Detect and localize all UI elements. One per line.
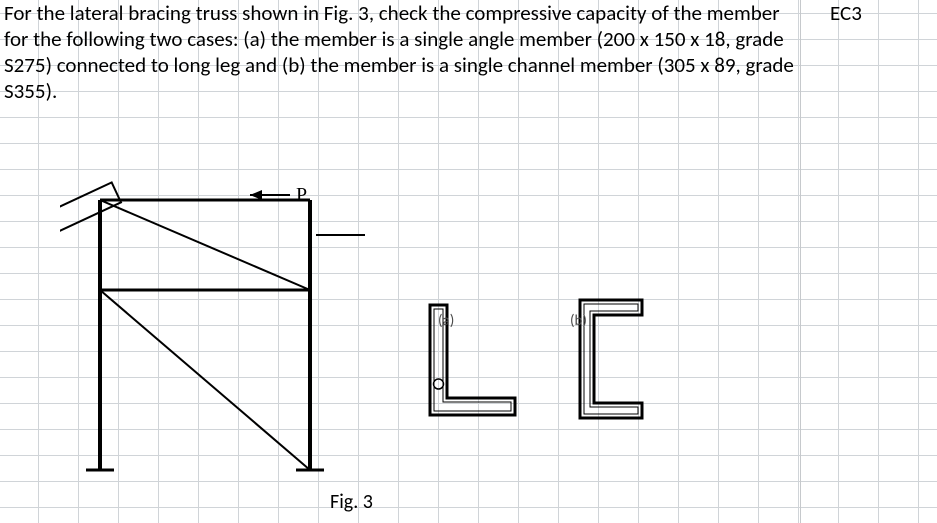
problem-text: For the lateral bracing truss shown in F… bbox=[4, 0, 794, 104]
figure-svg: 1.5mP bbox=[60, 140, 680, 500]
code-label: EC3 bbox=[830, 0, 862, 26]
subfigure-a-label: (a) bbox=[438, 312, 454, 330]
svg-text:P: P bbox=[296, 184, 307, 206]
figure-caption: Fig. 3 bbox=[330, 490, 373, 514]
figure-3: 1.5mP bbox=[60, 140, 680, 500]
subfigure-b-label: (b) bbox=[570, 312, 587, 330]
column-separator bbox=[800, 0, 801, 523]
